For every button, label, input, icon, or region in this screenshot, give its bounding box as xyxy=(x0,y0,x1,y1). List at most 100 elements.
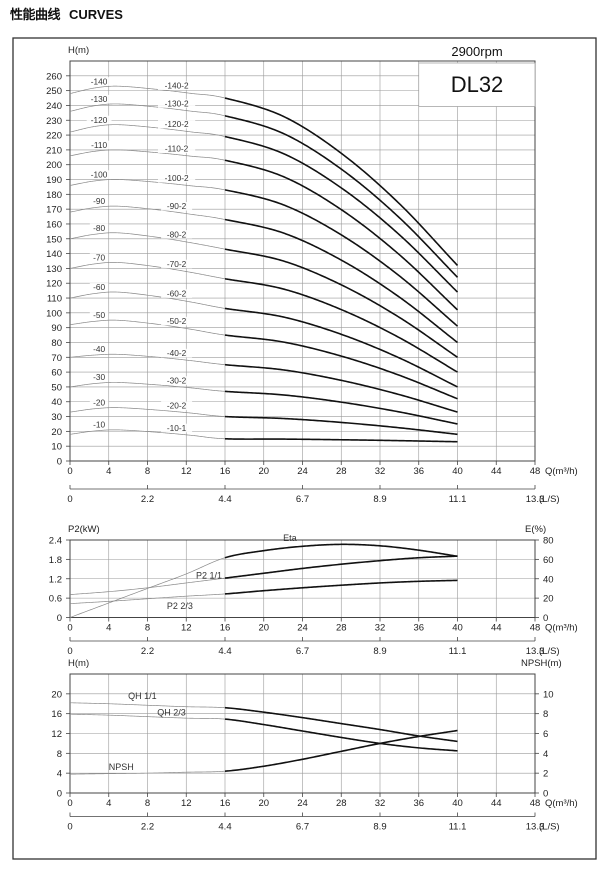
svg-text:36: 36 xyxy=(413,623,424,634)
svg-text:170: 170 xyxy=(46,205,62,216)
svg-text:性能曲线: 性能曲线 xyxy=(10,7,61,22)
svg-text:60: 60 xyxy=(51,368,62,379)
svg-text:(L/S): (L/S) xyxy=(539,822,560,833)
svg-text:8.9: 8.9 xyxy=(373,646,386,657)
svg-text:40: 40 xyxy=(452,798,463,809)
svg-text:1.2: 1.2 xyxy=(49,574,62,585)
svg-text:8: 8 xyxy=(145,623,150,634)
svg-text:10: 10 xyxy=(543,689,554,700)
svg-text:40: 40 xyxy=(51,397,62,408)
svg-text:0: 0 xyxy=(67,822,72,833)
svg-text:-130-2: -130-2 xyxy=(165,98,189,108)
svg-text:120: 120 xyxy=(46,279,62,290)
svg-text:-100-2: -100-2 xyxy=(165,173,189,183)
svg-text:-140: -140 xyxy=(91,76,108,86)
svg-text:36: 36 xyxy=(413,798,424,809)
svg-text:0: 0 xyxy=(67,798,72,809)
svg-text:NPSH: NPSH xyxy=(109,762,134,772)
svg-text:40: 40 xyxy=(452,623,463,634)
svg-text:70: 70 xyxy=(51,353,62,364)
svg-text:100: 100 xyxy=(46,308,62,319)
svg-text:0: 0 xyxy=(57,613,62,624)
svg-text:8.9: 8.9 xyxy=(373,822,386,833)
svg-text:28: 28 xyxy=(336,798,347,809)
svg-text:40: 40 xyxy=(543,574,554,585)
svg-text:20: 20 xyxy=(258,623,269,634)
svg-text:-70-2: -70-2 xyxy=(167,259,187,269)
svg-text:20: 20 xyxy=(51,427,62,438)
svg-text:-90: -90 xyxy=(93,196,105,206)
svg-text:230: 230 xyxy=(46,116,62,127)
svg-text:-50: -50 xyxy=(93,310,105,320)
svg-text:-30-2: -30-2 xyxy=(167,376,187,386)
svg-text:-140-2: -140-2 xyxy=(165,81,189,91)
svg-text:-50-2: -50-2 xyxy=(167,316,187,326)
svg-text:110: 110 xyxy=(47,294,62,305)
svg-text:8.9: 8.9 xyxy=(373,494,386,505)
svg-text:8: 8 xyxy=(145,466,150,477)
svg-text:P2 1/1: P2 1/1 xyxy=(196,570,222,580)
svg-text:NPSH(m): NPSH(m) xyxy=(521,658,562,669)
svg-text:11.1: 11.1 xyxy=(449,494,467,505)
svg-text:CURVES: CURVES xyxy=(69,7,123,22)
svg-text:20: 20 xyxy=(258,466,269,477)
svg-text:20: 20 xyxy=(51,689,62,700)
svg-text:36: 36 xyxy=(413,466,424,477)
svg-text:28: 28 xyxy=(336,466,347,477)
svg-text:160: 160 xyxy=(46,219,62,230)
svg-text:2.2: 2.2 xyxy=(141,494,154,505)
svg-text:4: 4 xyxy=(106,623,111,634)
svg-text:-120: -120 xyxy=(91,115,108,125)
svg-text:32: 32 xyxy=(375,623,386,634)
svg-text:P2(kW): P2(kW) xyxy=(68,524,100,535)
svg-text:8: 8 xyxy=(543,709,548,720)
svg-text:0: 0 xyxy=(67,623,72,634)
svg-text:10: 10 xyxy=(51,442,62,453)
svg-text:-110: -110 xyxy=(91,140,107,150)
svg-text:P2 2/3: P2 2/3 xyxy=(167,601,193,611)
svg-text:4: 4 xyxy=(543,749,548,760)
svg-text:44: 44 xyxy=(491,798,502,809)
svg-text:48: 48 xyxy=(530,466,541,477)
svg-text:60: 60 xyxy=(543,555,554,566)
svg-text:140: 140 xyxy=(46,249,62,260)
svg-text:(L/S): (L/S) xyxy=(539,646,560,657)
svg-text:-70: -70 xyxy=(93,252,105,262)
svg-text:QH 1/1: QH 1/1 xyxy=(128,691,157,701)
svg-text:-10-1: -10-1 xyxy=(167,423,187,433)
svg-text:44: 44 xyxy=(491,623,502,634)
svg-text:DL32: DL32 xyxy=(451,72,504,97)
svg-text:-20-2: -20-2 xyxy=(167,401,187,411)
svg-text:20: 20 xyxy=(258,798,269,809)
svg-text:Q(m³/h): Q(m³/h) xyxy=(545,623,578,634)
svg-text:Q(m³/h): Q(m³/h) xyxy=(545,466,578,477)
svg-text:50: 50 xyxy=(51,382,62,393)
svg-text:0: 0 xyxy=(57,789,62,800)
svg-text:11.1: 11.1 xyxy=(449,822,467,833)
svg-text:-110-2: -110-2 xyxy=(165,144,189,154)
svg-text:-90-2: -90-2 xyxy=(167,201,187,211)
svg-text:12: 12 xyxy=(181,466,192,477)
svg-text:2.2: 2.2 xyxy=(141,822,154,833)
svg-text:24: 24 xyxy=(297,466,308,477)
svg-text:2.4: 2.4 xyxy=(49,536,62,547)
svg-text:16: 16 xyxy=(220,623,231,634)
svg-text:H(m): H(m) xyxy=(68,45,89,56)
svg-text:220: 220 xyxy=(46,131,62,142)
svg-text:6.7: 6.7 xyxy=(296,822,309,833)
svg-text:E(%): E(%) xyxy=(525,524,546,535)
svg-text:-80: -80 xyxy=(93,223,105,233)
svg-text:-30: -30 xyxy=(93,372,105,382)
svg-text:QH 2/3: QH 2/3 xyxy=(157,708,186,718)
svg-text:2.2: 2.2 xyxy=(141,646,154,657)
svg-text:(L/S): (L/S) xyxy=(539,494,560,505)
svg-text:130: 130 xyxy=(46,264,62,275)
svg-text:80: 80 xyxy=(51,338,62,349)
svg-text:8: 8 xyxy=(145,798,150,809)
svg-text:150: 150 xyxy=(46,234,62,245)
svg-text:12: 12 xyxy=(181,623,192,634)
svg-text:-80-2: -80-2 xyxy=(167,229,187,239)
svg-text:4: 4 xyxy=(106,466,111,477)
svg-text:-20: -20 xyxy=(93,397,105,407)
svg-text:-100: -100 xyxy=(91,170,108,180)
